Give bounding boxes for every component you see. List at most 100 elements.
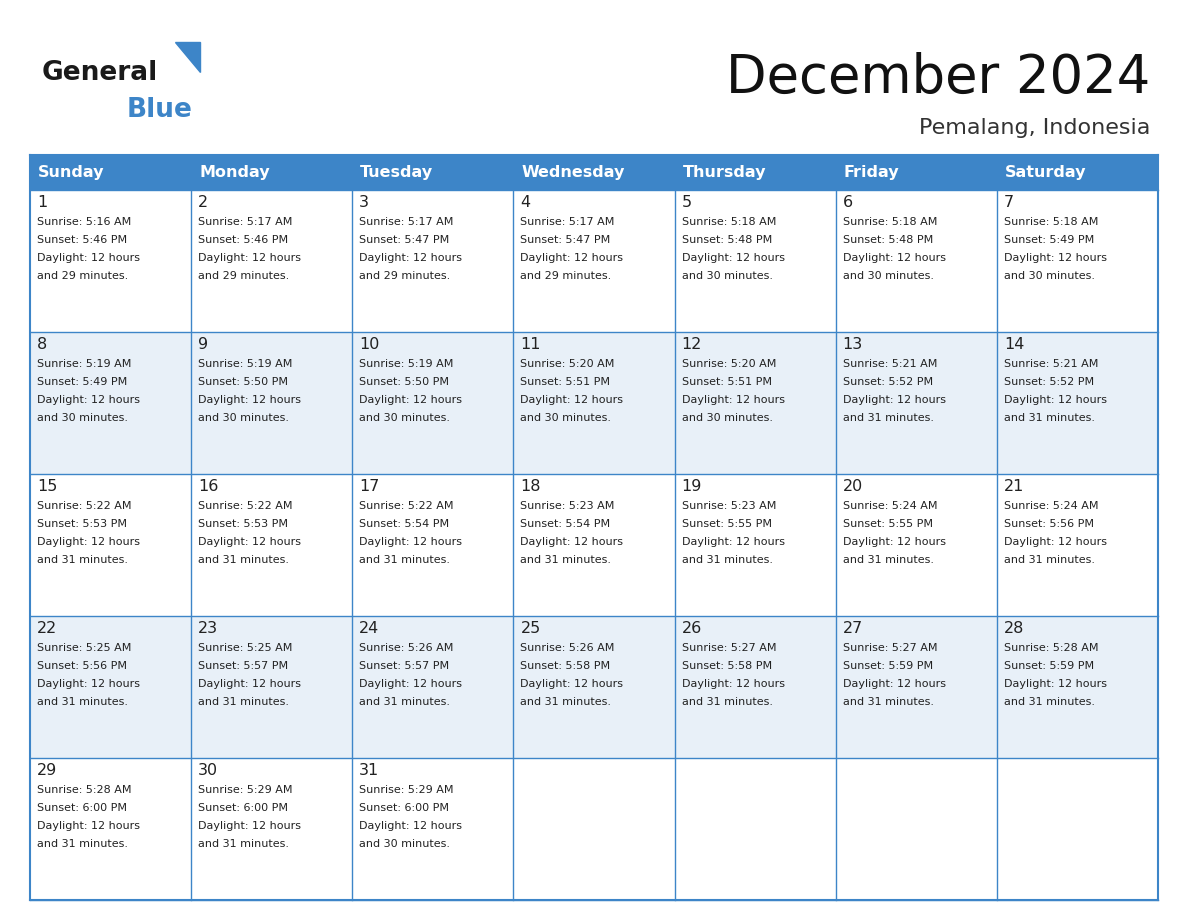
Bar [30, 155, 191, 190]
Text: 16: 16 [198, 479, 219, 494]
Text: 25: 25 [520, 621, 541, 636]
Text: Sunrise: 5:22 AM: Sunrise: 5:22 AM [359, 501, 454, 511]
Text: 13: 13 [842, 337, 862, 352]
Text: Daylight: 12 hours: Daylight: 12 hours [359, 679, 462, 689]
Text: Sunrise: 5:27 AM: Sunrise: 5:27 AM [842, 643, 937, 653]
Bar [997, 758, 1158, 900]
Text: Sunset: 5:58 PM: Sunset: 5:58 PM [682, 661, 772, 671]
Text: 20: 20 [842, 479, 862, 494]
Text: 17: 17 [359, 479, 380, 494]
Text: and 30 minutes.: and 30 minutes. [842, 271, 934, 281]
Bar [513, 155, 675, 190]
Text: Daylight: 12 hours: Daylight: 12 hours [198, 253, 301, 263]
Bar [191, 616, 353, 758]
Text: and 30 minutes.: and 30 minutes. [198, 413, 289, 423]
Text: Sunrise: 5:27 AM: Sunrise: 5:27 AM [682, 643, 776, 653]
Bar [353, 332, 513, 474]
Bar [675, 758, 835, 900]
Text: Sunset: 6:00 PM: Sunset: 6:00 PM [37, 803, 127, 813]
Text: Sunrise: 5:26 AM: Sunrise: 5:26 AM [359, 643, 454, 653]
Text: Daylight: 12 hours: Daylight: 12 hours [842, 395, 946, 405]
Text: and 31 minutes.: and 31 minutes. [37, 555, 128, 565]
Text: Sunset: 5:52 PM: Sunset: 5:52 PM [842, 377, 933, 387]
Text: and 31 minutes.: and 31 minutes. [842, 555, 934, 565]
Text: Sunset: 5:53 PM: Sunset: 5:53 PM [198, 519, 289, 529]
Bar [835, 616, 997, 758]
Text: Daylight: 12 hours: Daylight: 12 hours [842, 253, 946, 263]
Text: Sunrise: 5:17 AM: Sunrise: 5:17 AM [520, 217, 615, 227]
Text: 5: 5 [682, 195, 691, 210]
Bar [30, 758, 191, 900]
Text: Daylight: 12 hours: Daylight: 12 hours [842, 679, 946, 689]
Bar [835, 155, 997, 190]
Bar [30, 474, 191, 616]
Text: 22: 22 [37, 621, 57, 636]
Text: 9: 9 [198, 337, 208, 352]
Bar [353, 190, 513, 332]
Text: Sunset: 5:46 PM: Sunset: 5:46 PM [198, 235, 289, 245]
Text: Sunset: 6:00 PM: Sunset: 6:00 PM [359, 803, 449, 813]
Text: Sunset: 5:56 PM: Sunset: 5:56 PM [37, 661, 127, 671]
Text: Sunrise: 5:29 AM: Sunrise: 5:29 AM [359, 785, 454, 795]
Text: Daylight: 12 hours: Daylight: 12 hours [37, 821, 140, 831]
Text: Sunset: 5:48 PM: Sunset: 5:48 PM [682, 235, 772, 245]
Bar [675, 190, 835, 332]
Bar [675, 332, 835, 474]
Text: and 30 minutes.: and 30 minutes. [37, 413, 128, 423]
Text: Sunrise: 5:28 AM: Sunrise: 5:28 AM [37, 785, 132, 795]
Text: Daylight: 12 hours: Daylight: 12 hours [37, 537, 140, 547]
Text: Sunset: 5:56 PM: Sunset: 5:56 PM [1004, 519, 1094, 529]
Bar [353, 758, 513, 900]
Text: Daylight: 12 hours: Daylight: 12 hours [682, 253, 784, 263]
Text: Daylight: 12 hours: Daylight: 12 hours [520, 679, 624, 689]
Text: 31: 31 [359, 763, 379, 778]
Text: Sunset: 5:59 PM: Sunset: 5:59 PM [1004, 661, 1094, 671]
Text: December 2024: December 2024 [726, 52, 1150, 104]
Text: Saturday: Saturday [1005, 165, 1086, 180]
Bar [835, 190, 997, 332]
Text: Sunset: 5:51 PM: Sunset: 5:51 PM [682, 377, 771, 387]
Text: Pemalang, Indonesia: Pemalang, Indonesia [918, 118, 1150, 138]
Text: Sunset: 5:55 PM: Sunset: 5:55 PM [842, 519, 933, 529]
Text: Daylight: 12 hours: Daylight: 12 hours [359, 395, 462, 405]
Bar [997, 155, 1158, 190]
Text: Sunset: 5:53 PM: Sunset: 5:53 PM [37, 519, 127, 529]
Bar [353, 616, 513, 758]
Text: Sunset: 5:51 PM: Sunset: 5:51 PM [520, 377, 611, 387]
Bar [675, 616, 835, 758]
Text: and 29 minutes.: and 29 minutes. [37, 271, 128, 281]
Text: Daylight: 12 hours: Daylight: 12 hours [682, 679, 784, 689]
Text: and 31 minutes.: and 31 minutes. [842, 413, 934, 423]
Text: Daylight: 12 hours: Daylight: 12 hours [520, 253, 624, 263]
Text: Daylight: 12 hours: Daylight: 12 hours [37, 679, 140, 689]
Text: Sunrise: 5:20 AM: Sunrise: 5:20 AM [520, 359, 615, 369]
Bar [353, 155, 513, 190]
Text: and 31 minutes.: and 31 minutes. [359, 697, 450, 707]
Text: and 31 minutes.: and 31 minutes. [37, 697, 128, 707]
Text: Sunrise: 5:20 AM: Sunrise: 5:20 AM [682, 359, 776, 369]
Text: Sunset: 5:50 PM: Sunset: 5:50 PM [359, 377, 449, 387]
Text: Sunset: 5:46 PM: Sunset: 5:46 PM [37, 235, 127, 245]
Text: Daylight: 12 hours: Daylight: 12 hours [359, 537, 462, 547]
Text: and 30 minutes.: and 30 minutes. [682, 413, 772, 423]
Text: 1: 1 [37, 195, 48, 210]
Text: 11: 11 [520, 337, 541, 352]
Text: 18: 18 [520, 479, 541, 494]
Bar [30, 616, 191, 758]
Text: and 31 minutes.: and 31 minutes. [520, 555, 612, 565]
Text: 24: 24 [359, 621, 379, 636]
Text: 19: 19 [682, 479, 702, 494]
Text: Sunset: 5:49 PM: Sunset: 5:49 PM [37, 377, 127, 387]
Text: Sunset: 5:48 PM: Sunset: 5:48 PM [842, 235, 933, 245]
Bar [191, 474, 353, 616]
Text: Sunrise: 5:19 AM: Sunrise: 5:19 AM [198, 359, 292, 369]
Text: Sunset: 5:54 PM: Sunset: 5:54 PM [359, 519, 449, 529]
Bar [191, 190, 353, 332]
Text: Monday: Monday [200, 165, 270, 180]
Text: and 31 minutes.: and 31 minutes. [1004, 555, 1095, 565]
Bar [997, 616, 1158, 758]
Text: 8: 8 [37, 337, 48, 352]
Text: and 30 minutes.: and 30 minutes. [359, 413, 450, 423]
Text: Daylight: 12 hours: Daylight: 12 hours [682, 537, 784, 547]
Text: 2: 2 [198, 195, 208, 210]
